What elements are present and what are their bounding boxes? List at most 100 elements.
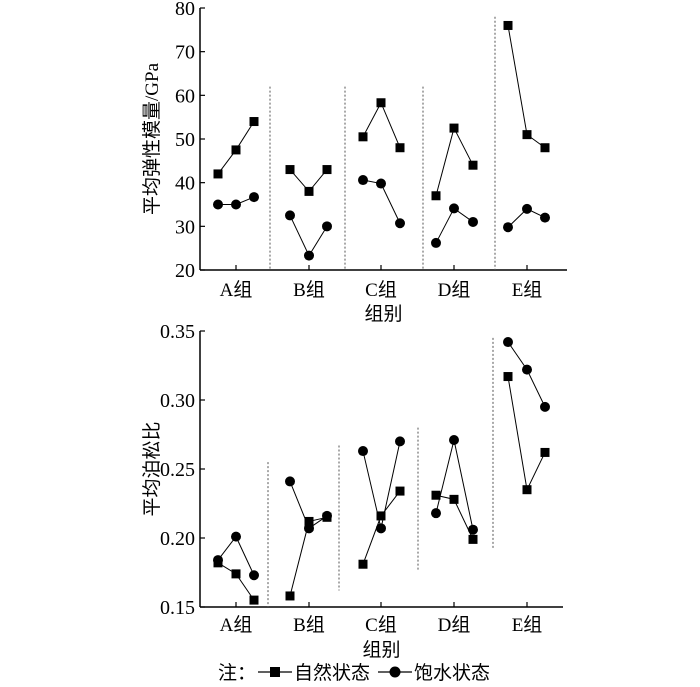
data-point-saturated bbox=[503, 222, 513, 233]
legend-prefix: 注： bbox=[218, 662, 256, 684]
data-point-natural bbox=[468, 160, 478, 170]
data-point-saturated bbox=[213, 199, 223, 210]
data-point-natural bbox=[285, 591, 295, 601]
x-tick-label: D组 bbox=[438, 279, 471, 301]
data-point-natural bbox=[449, 123, 459, 133]
y-tick-label: 0.35 bbox=[160, 321, 195, 343]
x-axis-label: 组别 bbox=[364, 303, 402, 325]
series-line-saturated bbox=[435, 207, 474, 244]
data-point-natural bbox=[522, 130, 532, 140]
data-point-natural bbox=[285, 165, 295, 175]
series-line-natural bbox=[435, 126, 474, 196]
data-point-saturated bbox=[540, 401, 550, 412]
data-point-natural bbox=[522, 485, 532, 495]
y-tick-label: 0.25 bbox=[160, 459, 195, 481]
series-line-saturated bbox=[435, 439, 474, 530]
data-point-saturated bbox=[431, 508, 441, 519]
y-axis-label: 平均泊松比 bbox=[141, 421, 163, 516]
y-tick-label: 60 bbox=[175, 85, 195, 107]
data-point-saturated bbox=[231, 531, 241, 542]
legend-label-natural: 自然状态 bbox=[294, 662, 370, 684]
data-point-saturated bbox=[468, 524, 478, 535]
series-line-saturated bbox=[289, 215, 328, 257]
data-point-natural bbox=[468, 534, 478, 544]
data-point-saturated bbox=[468, 216, 478, 227]
x-tick-label: C组 bbox=[365, 279, 397, 301]
data-point-natural bbox=[431, 490, 441, 500]
data-point-saturated bbox=[376, 523, 386, 534]
data-point-saturated bbox=[285, 210, 295, 221]
legend-square-marker bbox=[270, 667, 280, 677]
data-point-natural bbox=[304, 516, 314, 526]
data-point-saturated bbox=[540, 212, 550, 223]
y-axis-label: 平均弹性模量/GPa bbox=[141, 62, 163, 215]
y-tick-label: 0.15 bbox=[160, 597, 195, 619]
data-point-natural bbox=[322, 165, 332, 175]
data-point-saturated bbox=[249, 570, 259, 581]
series-line-natural bbox=[507, 376, 546, 492]
x-tick-label: B组 bbox=[293, 279, 325, 301]
legend: 注： 自然状态 饱水状态 bbox=[218, 662, 490, 684]
data-point-saturated bbox=[395, 436, 405, 447]
data-point-saturated bbox=[285, 476, 295, 487]
y-tick-label: 40 bbox=[175, 173, 195, 195]
x-tick-label: D组 bbox=[438, 614, 471, 636]
data-point-natural bbox=[540, 447, 550, 457]
data-point-natural bbox=[395, 486, 405, 496]
data-point-natural bbox=[231, 569, 241, 579]
data-point-natural bbox=[431, 191, 441, 201]
data-point-natural bbox=[358, 559, 368, 569]
y-tick-label: 0.20 bbox=[160, 528, 195, 550]
data-point-natural bbox=[376, 98, 386, 108]
data-point-natural bbox=[376, 511, 386, 521]
x-tick-label: A组 bbox=[220, 279, 253, 301]
legend-label-saturated: 饱水状态 bbox=[414, 662, 490, 684]
x-tick-label: A组 bbox=[220, 614, 253, 636]
data-point-saturated bbox=[304, 523, 314, 534]
x-tick-label: B组 bbox=[293, 614, 325, 636]
data-point-saturated bbox=[376, 178, 386, 189]
data-point-saturated bbox=[522, 203, 532, 214]
data-point-natural bbox=[503, 20, 513, 30]
x-tick-label: E组 bbox=[512, 614, 543, 636]
data-point-saturated bbox=[358, 446, 368, 457]
series-line-natural bbox=[362, 101, 401, 148]
data-point-saturated bbox=[322, 510, 332, 521]
data-point-saturated bbox=[249, 192, 259, 203]
y-tick-label: 0.30 bbox=[160, 390, 195, 412]
y-tick-label: 50 bbox=[175, 129, 195, 151]
data-point-natural bbox=[249, 595, 259, 605]
data-point-saturated bbox=[358, 175, 368, 186]
x-tick-label: C组 bbox=[365, 614, 397, 636]
data-point-natural bbox=[304, 186, 314, 196]
data-point-saturated bbox=[395, 218, 405, 229]
data-point-saturated bbox=[213, 555, 223, 566]
data-point-saturated bbox=[449, 203, 459, 214]
y-tick-label: 20 bbox=[175, 260, 195, 282]
series-line-natural bbox=[507, 25, 546, 149]
data-point-natural bbox=[249, 117, 259, 127]
series-line-natural bbox=[217, 562, 255, 601]
data-point-saturated bbox=[231, 199, 241, 210]
x-axis-label: 组别 bbox=[362, 639, 400, 661]
data-point-saturated bbox=[304, 250, 314, 261]
data-point-natural bbox=[395, 143, 405, 153]
data-point-natural bbox=[503, 372, 513, 382]
data-point-saturated bbox=[503, 337, 513, 348]
y-tick-label: 30 bbox=[175, 216, 195, 238]
legend-circle-marker bbox=[389, 666, 401, 678]
y-tick-label: 80 bbox=[175, 0, 195, 20]
x-tick-label: E组 bbox=[512, 279, 543, 301]
y-tick-label: 70 bbox=[175, 42, 195, 64]
data-point-natural bbox=[213, 169, 223, 179]
data-point-saturated bbox=[449, 435, 459, 446]
data-point-saturated bbox=[322, 221, 332, 232]
data-point-saturated bbox=[431, 237, 441, 248]
data-point-saturated bbox=[522, 364, 532, 375]
data-point-natural bbox=[358, 132, 368, 142]
data-point-natural bbox=[231, 145, 241, 155]
data-point-natural bbox=[540, 143, 550, 153]
